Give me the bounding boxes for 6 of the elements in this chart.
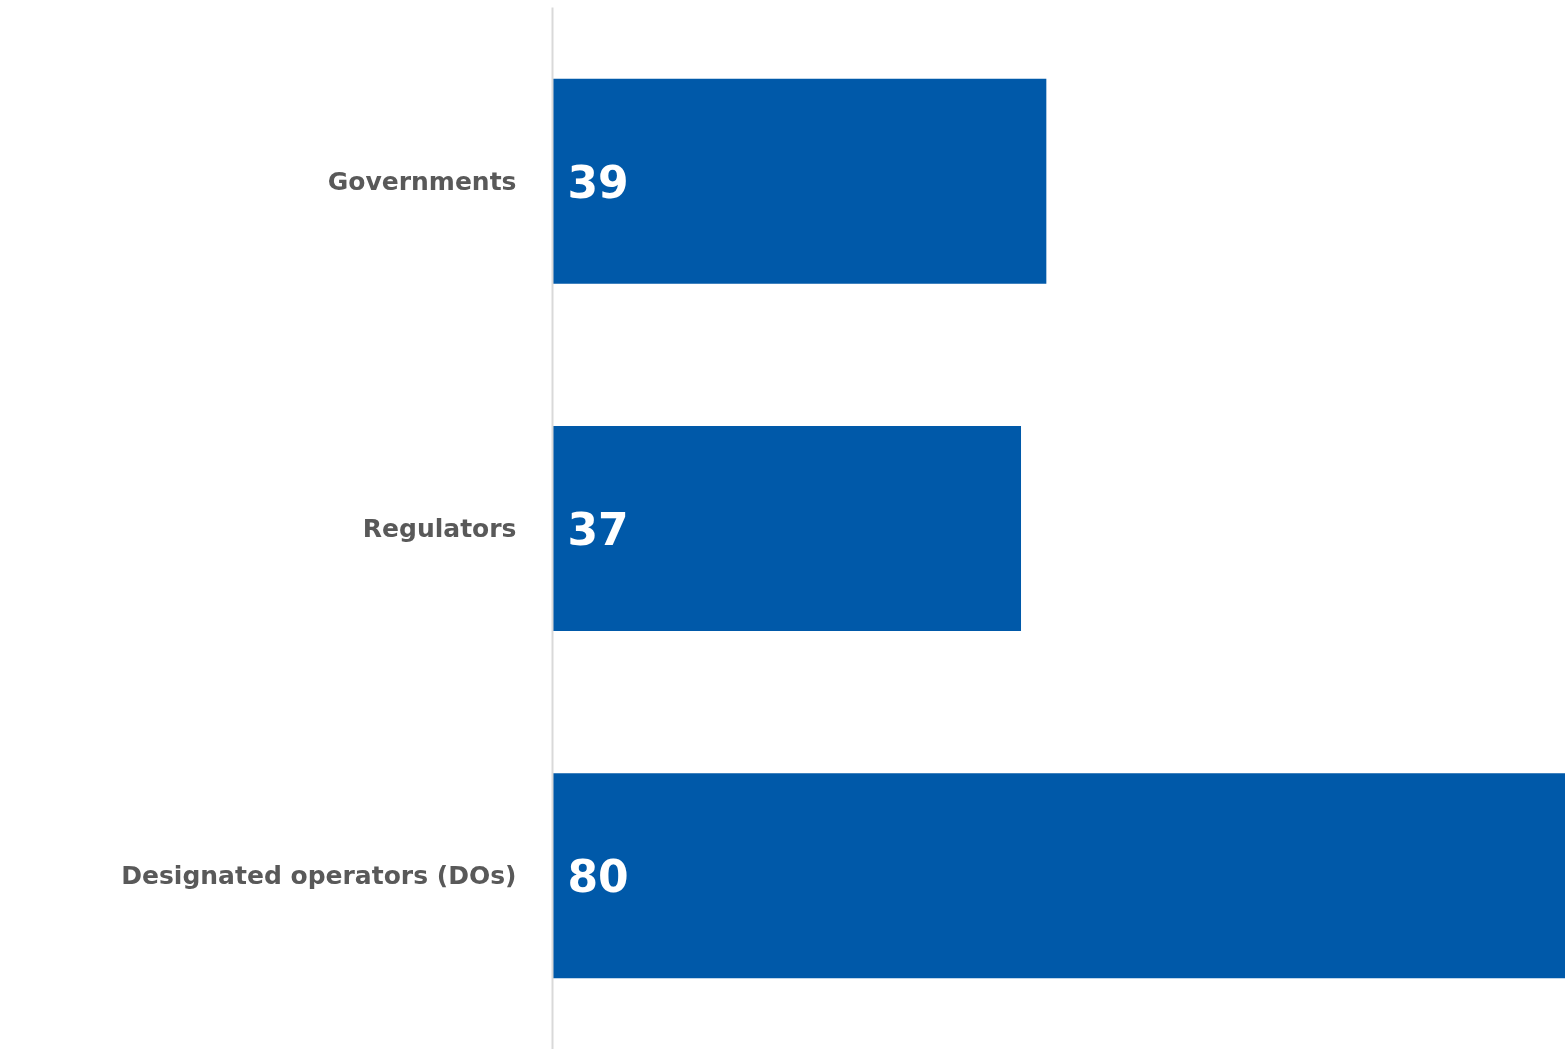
y-tick-label: Governments [327,166,517,196]
data-label: 37 [567,504,629,555]
y-tick-label: Regulators [362,514,517,543]
y-tick-label: Designated operators (DOs) [121,861,517,891]
data-label: 39 [567,156,629,208]
data-label: 80 [567,851,629,903]
